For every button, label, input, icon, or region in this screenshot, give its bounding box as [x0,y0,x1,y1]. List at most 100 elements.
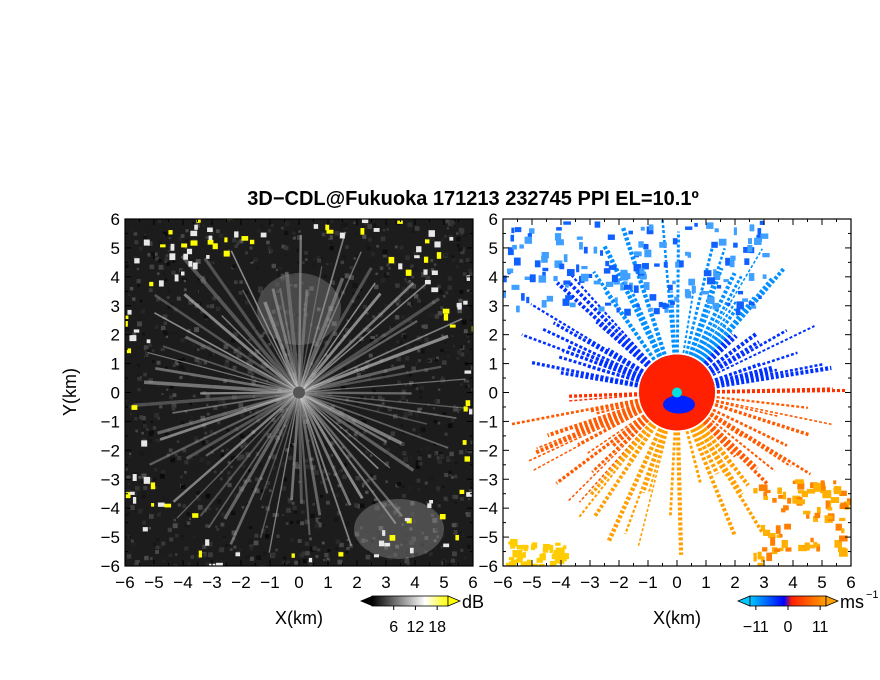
snr-ray [298,297,440,394]
snr-ray [298,283,427,394]
snr-noise-cell [152,360,155,363]
snr-noise-cell [352,360,356,364]
snr-noise-cell [359,503,365,508]
snr-noise-cell [404,356,410,361]
velocity-cell [519,244,524,249]
velocity-cell [563,254,568,263]
snr-noise-cell [218,233,224,238]
snr-noise-cell [218,550,221,553]
snr-noise-cell [230,510,236,516]
snr-noise-cell [451,458,454,462]
snr-noise-cell [296,235,302,240]
snr-noise-cell [406,557,409,560]
snr-noise-cell [238,403,244,408]
snr-noise-cell [356,372,361,377]
snr-noise-cell [143,420,146,424]
velocity-cell [526,559,532,566]
snr-noise-cell [371,395,375,399]
velocity-cell [546,295,554,302]
snr-ray [154,293,300,394]
snr-noise-cell [180,234,185,238]
velocity-cell [749,224,755,232]
velocity-cell [530,563,538,566]
snr-noise-cell [143,345,149,350]
snr-noise-cell [447,222,453,228]
snr-noise-cell [403,457,409,462]
snr-noise-cell [141,480,145,484]
snr-noise-cell [324,353,328,357]
snr-noise-cell [275,234,279,238]
snr-noise-cell [447,563,452,566]
snr-noise-cell [405,344,411,349]
snr-noise-cell [364,376,369,380]
snr-noise-cell [366,328,371,333]
snr-noise-cell [298,230,301,233]
snr-ray [298,334,449,394]
snr-noise-cell [292,327,297,332]
snr-noise-cell [447,276,453,281]
snr-ray [259,392,300,501]
x-tick-label: 3 [381,573,390,592]
velocity-cell [507,247,514,256]
snr-noise-cell [148,378,154,383]
snr-noise-cell [354,316,359,321]
snr-edge-echo [181,243,188,248]
velocity-cell [727,302,731,306]
snr-noise-cell [330,241,333,245]
snr-noise-cell [197,504,203,510]
velocity-cell [634,251,642,257]
snr-noise-cell [141,415,146,421]
snr-noise-cell [390,431,396,436]
snr-noise-cell [369,454,373,457]
y-tick-label: 6 [489,210,498,229]
snr-noise-cell [294,560,299,565]
snr-noise-cell [407,222,413,228]
snr-edge-echo [94,421,99,428]
velocity-cell [813,543,820,547]
snr-noise-cell [161,541,166,546]
snr-noise-cell [185,229,189,233]
snr-noise-cell [417,349,421,353]
snr-noise-cell [467,497,471,501]
velocity-cell [649,294,657,301]
snr-noise-cell [161,559,166,563]
snr-noise-cell [277,272,281,277]
velocity-ray [675,391,750,487]
snr-noise-cell [367,549,370,553]
snr-ray [180,254,301,394]
snr-noise-cell [457,350,462,355]
snr-noise-cell [150,420,153,423]
snr-noise-cell [349,275,354,280]
snr-noise-cell [330,441,335,446]
snr-noise-cell [285,448,289,452]
velocity-cell [628,230,633,235]
velocity-cell [605,260,610,267]
y-tick-label: −1 [479,412,498,431]
velocity-ray [574,390,678,433]
snr-noise-cell [409,527,413,531]
snr-noise-cell [390,324,395,329]
snr-noise-cell [325,323,330,328]
snr-noise-cell [335,493,339,497]
snr-noise-cell [250,362,255,366]
snr-ray [297,391,364,500]
snr-noise-cell [380,278,386,283]
y-tick-label: −4 [101,499,120,518]
snr-noise-cell [236,240,240,243]
snr-noise-cell [227,461,231,464]
snr-edge-echo [174,274,179,282]
snr-noise-cell [420,385,424,390]
snr-noise-cell [327,289,333,294]
snr-noise-cell [421,303,427,308]
snr-noise-cell [397,380,402,385]
snr-noise-cell [411,554,415,558]
snr-noise-cell [440,545,444,549]
velocity-cell [554,233,562,241]
velocity-cell [675,261,682,268]
snr-noise-cell [227,483,232,488]
snr-noise-cell [333,331,338,336]
snr-noise-cell [297,471,301,474]
snr-noise-cell [471,473,473,479]
y-tick-label: 4 [489,268,498,287]
